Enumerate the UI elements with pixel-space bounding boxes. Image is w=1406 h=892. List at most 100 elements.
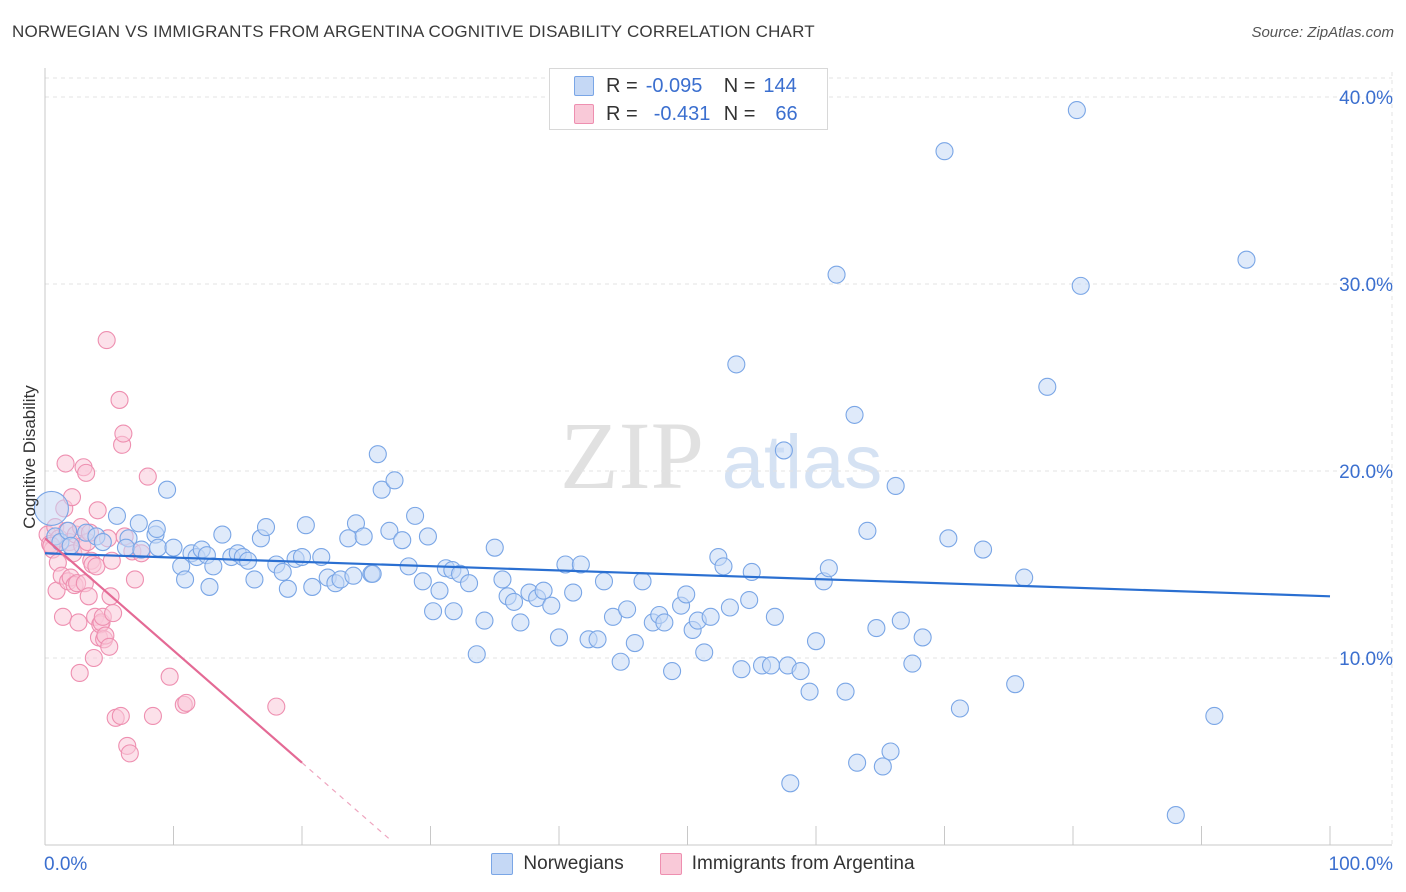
norwegian-point	[129, 514, 148, 533]
r-value-argentina: -0.431	[653, 102, 711, 125]
legend-item-norwegians[interactable]: Norwegians	[491, 853, 624, 875]
argentina-trend-extension	[301, 762, 393, 842]
chart-title: NORWEGIAN VS IMMIGRANTS FROM ARGENTINA C…	[12, 22, 815, 41]
correlation-legend: R = -0.095 N = 144 R = -0.431 N = 66	[549, 68, 828, 130]
r-label: R =	[606, 102, 638, 125]
legend-item-argentina[interactable]: Immigrants from Argentina	[659, 853, 915, 875]
y-tick-labels: 10.0% 20.0% 30.0% 40.0%	[1339, 88, 1393, 670]
norwegian-point	[903, 654, 922, 673]
argentina-point	[104, 604, 123, 623]
legend-row-norwegians: R = -0.095 N = 144	[574, 74, 803, 98]
argentina-point	[84, 648, 103, 668]
norwegian-point	[1166, 806, 1185, 825]
legend-swatch-pink	[659, 853, 682, 875]
norwegian-point	[312, 547, 331, 567]
norwegian-point	[819, 559, 838, 578]
norwegian-point	[913, 628, 932, 647]
norwegian-point	[765, 607, 784, 626]
norwegian-point	[93, 533, 112, 552]
argentina-points	[38, 331, 286, 763]
norwegian-point	[534, 581, 553, 600]
norwegian-point	[176, 570, 195, 589]
norwegian-point	[791, 662, 810, 681]
norwegian-point	[1015, 568, 1034, 587]
y-tick-label: 20.0%	[1339, 462, 1393, 483]
y-tick-label: 40.0%	[1339, 88, 1393, 109]
watermark: ZIP atlas	[560, 402, 882, 509]
norwegian-point	[781, 774, 800, 793]
norwegian-point	[891, 611, 910, 630]
n-value-argentina: 66	[775, 102, 798, 125]
norwegian-point	[467, 645, 486, 664]
norwegian-point	[245, 570, 264, 589]
argentina-point	[70, 663, 89, 683]
norwegian-trend-line	[44, 552, 1331, 598]
norwegian-point	[714, 557, 733, 576]
norwegian-point	[363, 564, 382, 583]
norwegian-point	[303, 577, 322, 596]
norwegian-point	[564, 583, 583, 602]
norwegian-point	[444, 602, 463, 621]
norwegian-point	[493, 570, 512, 589]
argentina-point	[125, 570, 144, 589]
norwegian-point	[727, 355, 746, 374]
norwegian-point	[633, 572, 652, 591]
argentina-trend-line	[44, 537, 303, 764]
argentina-point	[87, 557, 106, 576]
norwegian-point	[740, 590, 759, 610]
argentina-point	[53, 607, 73, 626]
norwegian-point	[1006, 675, 1025, 694]
legend-swatch-pink	[574, 104, 594, 124]
norwegian-point	[663, 662, 682, 681]
norwegian-point	[720, 598, 739, 617]
norwegian-point	[873, 757, 892, 776]
argentina-point	[138, 467, 157, 486]
norwegian-point	[430, 581, 449, 600]
norwegian-point	[107, 506, 127, 525]
norwegian-point	[354, 527, 373, 546]
norwegian-point	[485, 538, 504, 557]
norwegian-point	[149, 538, 168, 557]
norwegian-point	[761, 656, 781, 675]
norwegian-point	[344, 566, 363, 585]
norwegian-point	[858, 521, 877, 540]
norwegian-point	[732, 660, 751, 679]
argentina-point	[177, 693, 196, 712]
norwegian-point	[424, 602, 443, 621]
axes	[44, 68, 1392, 846]
norwegian-point	[594, 572, 614, 591]
argentina-point	[79, 587, 98, 606]
r-label: R =	[606, 74, 638, 97]
norwegian-point	[61, 536, 80, 555]
norwegian-point	[116, 538, 136, 557]
norwegian-point	[59, 521, 78, 540]
norwegian-point	[33, 490, 69, 526]
norwegian-point	[380, 521, 399, 540]
norwegian-point	[836, 682, 855, 701]
grid-lines	[45, 72, 1393, 845]
norwegian-point	[296, 516, 315, 535]
norwegian-point	[158, 480, 177, 499]
norwegian-point	[278, 579, 297, 598]
norwegian-point	[973, 540, 993, 559]
legend-swatch-blue	[574, 76, 594, 96]
norwegian-point	[867, 619, 886, 638]
norwegian-point	[200, 577, 219, 596]
argentina-point	[77, 463, 96, 482]
n-value-norwegians: 144	[763, 74, 797, 97]
norwegian-point	[511, 613, 530, 632]
norwegian-point	[164, 538, 183, 557]
norwegian-point	[475, 611, 494, 630]
argentina-point	[110, 390, 129, 409]
trend-lines	[44, 537, 1331, 842]
norwegian-point	[618, 600, 637, 619]
x-tick-labels: 0.0% 100.0%	[44, 854, 1393, 875]
y-tick-label: 10.0%	[1339, 649, 1393, 670]
norwegian-point	[204, 557, 223, 576]
norwegian-point	[393, 531, 412, 550]
norwegian-point	[549, 628, 569, 647]
norwegian-point	[339, 529, 358, 548]
norwegian-point	[418, 527, 437, 546]
argentina-point	[160, 667, 179, 686]
